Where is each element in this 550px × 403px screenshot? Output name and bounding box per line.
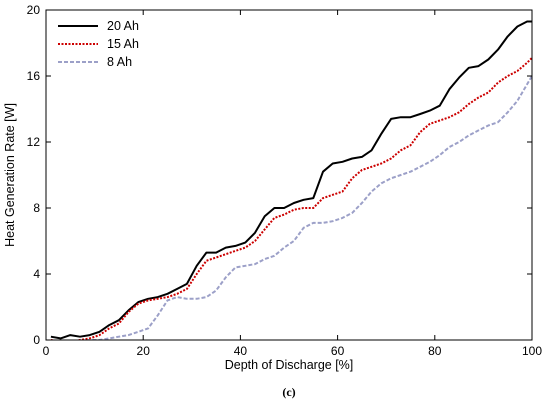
- axes-layer: [45, 9, 533, 341]
- figure-caption: (c): [282, 385, 295, 399]
- y-tick-label: 20: [27, 3, 41, 17]
- legend: 20 Ah 15 Ah 8 Ah: [58, 19, 139, 69]
- x-tick-label: 0: [43, 344, 50, 358]
- plot-frame: [45, 9, 533, 341]
- series-line-20-ah: [50, 20, 532, 340]
- x-tick-label: 20: [137, 344, 151, 358]
- x-tick-label: 60: [331, 344, 345, 358]
- legend-label-15-ah: 15 Ah: [107, 37, 139, 51]
- ticks-layer: 0 20 40 60 80 100 0 4 8 12 16 20: [27, 3, 543, 358]
- x-tick-label: 80: [428, 344, 442, 358]
- x-tick-label: 40: [234, 344, 248, 358]
- series-layer: [50, 20, 532, 340]
- x-tick-label: 100: [522, 344, 542, 358]
- y-tick-label: 0: [33, 333, 40, 347]
- legend-label-20-ah: 20 Ah: [107, 19, 139, 33]
- series-line-15-ah: [50, 57, 532, 340]
- y-tick-label: 8: [33, 201, 40, 215]
- y-tick-label: 16: [27, 69, 41, 83]
- x-axis-label: Depth of Discharge [%]: [225, 358, 354, 372]
- y-tick-label: 4: [33, 267, 40, 281]
- y-tick-label: 12: [27, 135, 41, 149]
- y-axis-label: Heat Generation Rate [W]: [3, 103, 17, 247]
- legend-label-8-ah: 8 Ah: [107, 55, 132, 69]
- series-line-8-ah: [83, 75, 532, 340]
